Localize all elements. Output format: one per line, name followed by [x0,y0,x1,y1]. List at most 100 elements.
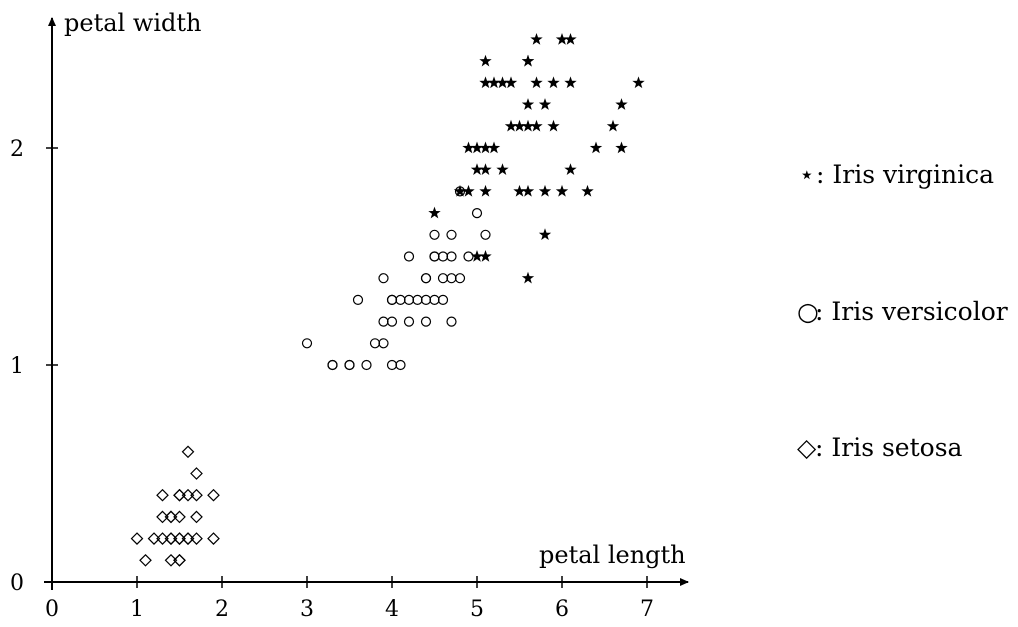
virginica-point [487,76,501,89]
versicolor-point [403,251,415,262]
versicolor-point [369,338,381,349]
y-tick-label: 1 [10,354,24,379]
virginica-point [615,98,628,110]
versicolor-point [437,294,449,305]
virginica-point [479,76,492,89]
versicolor-point [352,294,364,305]
versicolor-point [480,229,491,240]
versicolor-point [429,229,440,240]
setosa-point [190,467,203,480]
versicolor-point [386,294,398,305]
setosa-point [190,510,203,524]
virginica-point [530,119,543,132]
setosa-point [164,532,178,545]
virginica-point [615,141,628,154]
virginica-point [530,76,543,89]
x-tick-group: 0 1 2 3 4 5 6 7 [45,576,654,622]
versicolor-point [378,338,389,349]
virginica-point [521,119,535,132]
virginica-point [504,76,518,89]
x-tick-label: 0 [45,597,59,622]
versicolor-point [327,359,338,371]
versicolor-point [429,251,440,262]
setosa-point [164,510,178,524]
x-tick-label: 1 [130,597,144,622]
setosa-point [164,510,178,524]
virginica-point [479,141,492,154]
virginica-point [564,33,577,45]
virginica-point [530,33,543,45]
versicolor-point [463,251,474,262]
virginica-point [513,119,526,132]
virginica-point [470,250,484,262]
setosa-point [181,532,195,545]
virginica-point [462,141,475,154]
versicolor-point [403,316,415,327]
versicolor-point [420,316,432,327]
x-tick-label: 4 [385,597,399,622]
versicolor-point [454,186,466,197]
versicolor-point [395,359,406,371]
versicolor-point [378,316,389,327]
setosa-point [173,553,186,567]
virginica-point [479,54,492,67]
setosa-point [164,553,178,567]
points-layer [130,33,645,567]
virginica-point [538,228,552,241]
star-icon: ⋆ [799,160,815,189]
legend-label-setosa: : Iris setosa [815,433,963,462]
virginica-point [479,163,492,175]
virginica-point [470,163,484,175]
virginica-point [428,206,441,219]
versicolor-point [446,251,457,262]
x-tick-label: 3 [300,597,314,622]
virginica-point [513,184,526,197]
setosa-point [173,488,186,502]
versicolor-point [446,229,457,240]
setosa-point [173,488,186,502]
virginica-point [479,250,492,262]
circle-icon: ○ [797,297,819,326]
virginica-point [479,184,492,197]
versicolor-point [378,273,389,284]
setosa-point [181,488,195,502]
versicolor-point [344,359,355,371]
diamond-icon: ◇ [797,433,817,462]
virginica-point [547,76,560,89]
legend-item-versicolor: ○ : Iris versicolor [797,297,1008,326]
x-axis-title: petal length [539,541,686,569]
legend-item-virginica: ⋆ : Iris virginica [799,160,994,189]
setosa-point [139,553,152,567]
virginica-point [632,76,645,89]
virginica-point [521,54,535,67]
virginica-point [538,184,552,197]
legend-label-virginica: : Iris virginica [816,160,994,189]
virginica-point [521,271,535,284]
versicolor-point [471,208,483,219]
x-tick-label: 5 [470,597,484,622]
x-tick-label: 6 [555,597,569,622]
versicolor-point [386,359,398,371]
versicolor-point [446,273,457,284]
virginica-point [555,184,569,197]
setosa-point [181,445,195,459]
versicolor-point [437,273,449,284]
legend-label-versicolor: : Iris versicolor [815,297,1008,326]
virginica-point [547,119,560,132]
versicolor-point [301,338,313,349]
versicolor-point [395,294,406,305]
versicolor-point [437,251,449,262]
versicolor-point [361,359,372,371]
virginica-point [504,119,518,132]
virginica-point [487,141,501,154]
setosa-point [173,553,186,567]
virginica-point [521,184,535,197]
y-tick-label: 2 [10,137,24,162]
setosa-point [207,532,220,545]
virginica-point [581,184,594,197]
y-tick-label: 0 [10,571,24,596]
legend-item-setosa: ◇ : Iris setosa [797,433,963,462]
virginica-point [521,98,535,110]
legend: ⋆ : Iris virginica ○ : Iris versicolor ◇… [797,160,1008,462]
setosa-point [147,532,161,545]
